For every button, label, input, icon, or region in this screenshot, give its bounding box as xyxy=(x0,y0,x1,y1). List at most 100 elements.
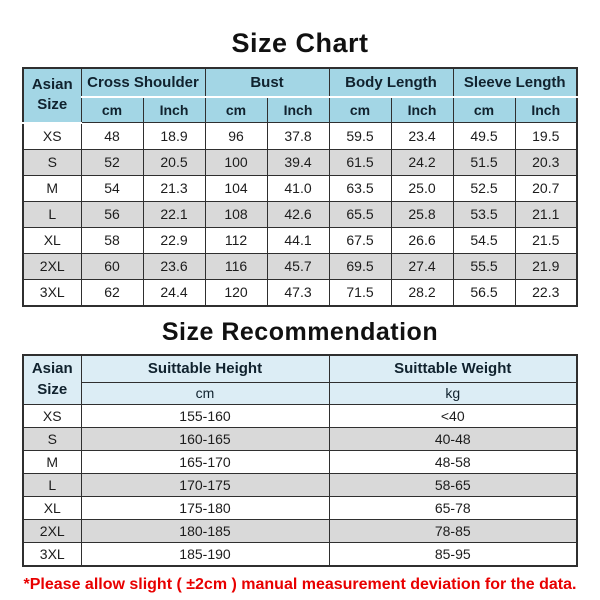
height-cell: 165-170 xyxy=(80,449,330,474)
size-label-cell: XS xyxy=(22,122,82,150)
measurement-cell: 25.0 xyxy=(390,174,454,202)
measurement-cell: 55.5 xyxy=(452,252,516,280)
unit-header: Inch xyxy=(514,96,578,123)
measurement-cell: 21.1 xyxy=(514,200,578,228)
measurement-cell: 51.5 xyxy=(452,148,516,176)
unit-header: kg xyxy=(328,381,578,405)
measurement-cell: 71.5 xyxy=(328,278,392,306)
unit-header: cm xyxy=(80,96,144,123)
measurement-cell: 39.4 xyxy=(266,148,330,176)
asian-size-header: Asian Size xyxy=(22,354,82,405)
size-chart-table-body: XS 48 18.9 96 37.8 59.5 23.4 49.5 19.5 S… xyxy=(22,122,578,306)
measurement-cell: 49.5 xyxy=(452,122,516,150)
measurement-cell: 62 xyxy=(80,278,144,306)
measurement-cell: 60 xyxy=(80,252,144,280)
measurement-cell: 22.9 xyxy=(142,226,206,254)
size-label-cell: XL xyxy=(22,495,82,520)
table-row: S 52 20.5 100 39.4 61.5 24.2 51.5 20.3 xyxy=(22,148,578,176)
measurement-cell: 28.2 xyxy=(390,278,454,306)
size-label-cell: S xyxy=(22,148,82,176)
measurement-cell: 47.3 xyxy=(266,278,330,306)
measurement-cell: 41.0 xyxy=(266,174,330,202)
measurement-cell: 20.7 xyxy=(514,174,578,202)
measurement-cell: 18.9 xyxy=(142,122,206,150)
measurement-cell: 120 xyxy=(204,278,268,306)
measurement-cell: 23.4 xyxy=(390,122,454,150)
unit-header: cm xyxy=(328,96,392,123)
asian-size-header: Asian Size xyxy=(22,67,82,124)
measurement-cell: 24.2 xyxy=(390,148,454,176)
table-row: M 54 21.3 104 41.0 63.5 25.0 52.5 20.7 xyxy=(22,174,578,202)
measurement-cell: 104 xyxy=(204,174,268,202)
measurement-cell: 21.5 xyxy=(514,226,578,254)
measurement-cell: 100 xyxy=(204,148,268,176)
size-label-cell: M xyxy=(22,449,82,474)
measurement-cell: 67.5 xyxy=(328,226,392,254)
column-header-suittable-height: Suittable Height xyxy=(80,354,330,383)
height-cell: 175-180 xyxy=(80,495,330,520)
asian-size-line2: Size xyxy=(37,96,68,114)
measurement-cell: 19.5 xyxy=(514,122,578,150)
measurement-cell: 54.5 xyxy=(452,226,516,254)
unit-header: Inch xyxy=(390,96,454,123)
measurement-cell: 24.4 xyxy=(142,278,206,306)
table-row: L 56 22.1 108 42.6 65.5 25.8 53.5 21.1 xyxy=(22,200,578,228)
size-label-cell: 2XL xyxy=(22,518,82,543)
measurement-cell: 58 xyxy=(80,226,144,254)
measurement-cell: 59.5 xyxy=(328,122,392,150)
size-label-cell: S xyxy=(22,426,82,451)
size-chart-table: Asian Size Cross Shoulder Bust Body Leng… xyxy=(22,67,578,307)
table-row: 2XL 180-185 78-85 xyxy=(22,518,578,543)
group-header-cross-shoulder: Cross Shoulder xyxy=(80,67,206,98)
size-label-cell: 3XL xyxy=(22,278,82,306)
measurement-cell: 63.5 xyxy=(328,174,392,202)
weight-cell: 78-85 xyxy=(328,518,578,543)
size-label-cell: XL xyxy=(22,226,82,254)
measurement-cell: 42.6 xyxy=(266,200,330,228)
size-label-cell: XS xyxy=(22,403,82,428)
measurement-deviation-note: *Please allow slight ( ±2cm ) manual mea… xyxy=(23,575,577,593)
measurement-cell: 26.6 xyxy=(390,226,454,254)
asian-size-line1: Asian xyxy=(31,76,73,93)
table-row: XS 155-160 <40 xyxy=(22,403,578,428)
size-chart-table-header: Asian Size Cross Shoulder Bust Body Leng… xyxy=(22,67,578,124)
weight-cell: 58-65 xyxy=(328,472,578,497)
measurement-cell: 54 xyxy=(80,174,144,202)
unit-header: cm xyxy=(204,96,268,123)
table-row: XL 175-180 65-78 xyxy=(22,495,578,520)
measurement-cell: 20.5 xyxy=(142,148,206,176)
asian-size-line2: Size xyxy=(37,380,68,398)
size-label-cell: L xyxy=(22,200,82,228)
height-cell: 170-175 xyxy=(80,472,330,497)
table-row: M 165-170 48-58 xyxy=(22,449,578,474)
measurement-cell: 52 xyxy=(80,148,144,176)
measurement-cell: 22.3 xyxy=(514,278,578,306)
measurement-cell: 112 xyxy=(204,226,268,254)
weight-cell: 65-78 xyxy=(328,495,578,520)
unit-header: Inch xyxy=(266,96,330,123)
measurement-cell: 20.3 xyxy=(514,148,578,176)
asian-size-line1: Asian xyxy=(31,360,73,378)
size-recommendation-table-header: Asian Size Suittable Height Suittable We… xyxy=(22,354,578,405)
measurement-cell: 61.5 xyxy=(328,148,392,176)
measurement-cell: 27.4 xyxy=(390,252,454,280)
size-recommendation-table: Asian Size Suittable Height Suittable We… xyxy=(22,353,578,567)
measurement-cell: 21.9 xyxy=(514,252,578,280)
measurement-cell: 37.8 xyxy=(266,122,330,150)
unit-header-row: cm Inch cm Inch cm Inch cm Inch xyxy=(23,96,578,123)
size-label-cell: 2XL xyxy=(22,252,82,280)
measurement-cell: 56.5 xyxy=(452,278,516,306)
measurement-cell: 56 xyxy=(80,200,144,228)
size-label-cell: L xyxy=(22,472,82,497)
height-cell: 180-185 xyxy=(80,518,330,543)
table-row: S 160-165 40-48 xyxy=(22,426,578,451)
measurement-cell: 25.8 xyxy=(390,200,454,228)
table-row: 3XL 62 24.4 120 47.3 71.5 28.2 56.5 22.3 xyxy=(22,278,578,306)
unit-header: cm xyxy=(452,96,516,123)
size-label-cell: M xyxy=(22,174,82,202)
height-cell: 185-190 xyxy=(80,541,330,566)
measurement-cell: 96 xyxy=(204,122,268,150)
height-cell: 155-160 xyxy=(80,403,330,428)
table-row: L 170-175 58-65 xyxy=(22,472,578,497)
